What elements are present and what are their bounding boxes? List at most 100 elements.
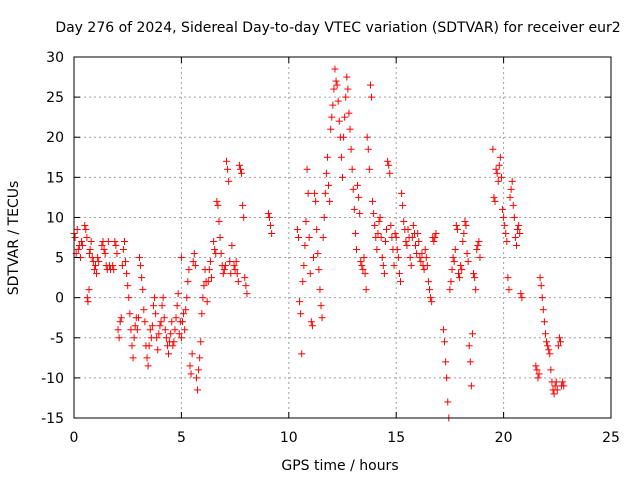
data-point bbox=[192, 374, 200, 382]
data-point bbox=[87, 238, 95, 246]
data-point bbox=[541, 330, 549, 338]
data-point bbox=[326, 197, 334, 205]
data-point bbox=[175, 330, 183, 338]
data-point bbox=[453, 225, 461, 233]
data-point bbox=[230, 262, 238, 270]
data-point bbox=[71, 234, 79, 241]
data-point bbox=[152, 310, 160, 318]
data-point bbox=[174, 290, 182, 298]
data-point bbox=[196, 354, 204, 362]
chart-title: Day 276 of 2024, Sidereal Day-to-day VTE… bbox=[55, 20, 620, 36]
data-point bbox=[339, 173, 346, 181]
data-point bbox=[223, 157, 231, 165]
data-point bbox=[501, 221, 509, 229]
data-point bbox=[94, 254, 102, 262]
data-point bbox=[123, 270, 131, 278]
data-point bbox=[138, 274, 146, 282]
data-point bbox=[139, 286, 147, 294]
data-point bbox=[371, 221, 379, 229]
y-tick-label: 0 bbox=[55, 291, 64, 307]
data-point bbox=[518, 294, 526, 302]
data-point bbox=[101, 250, 109, 258]
grid-lines bbox=[74, 57, 611, 418]
data-point bbox=[298, 350, 306, 358]
data-point bbox=[424, 278, 432, 286]
data-point bbox=[489, 145, 497, 153]
data-point bbox=[547, 366, 555, 374]
data-point bbox=[177, 334, 185, 342]
data-point bbox=[188, 350, 196, 358]
data-point bbox=[310, 254, 318, 262]
data-point bbox=[302, 217, 310, 225]
data-point bbox=[116, 318, 124, 326]
data-point bbox=[533, 366, 541, 374]
data-point bbox=[264, 209, 272, 217]
data-point bbox=[321, 189, 329, 197]
data-point bbox=[161, 326, 169, 334]
data-point bbox=[430, 238, 438, 246]
data-point bbox=[204, 278, 212, 286]
data-point bbox=[170, 338, 178, 346]
data-point bbox=[74, 246, 82, 254]
data-point bbox=[215, 217, 223, 225]
data-point bbox=[402, 238, 410, 246]
data-point bbox=[444, 398, 452, 406]
data-point bbox=[340, 133, 348, 141]
data-point bbox=[330, 85, 338, 93]
data-point bbox=[499, 205, 507, 213]
data-point bbox=[226, 258, 234, 266]
data-point bbox=[399, 201, 407, 209]
data-point bbox=[471, 274, 479, 282]
data-point bbox=[301, 242, 309, 250]
data-point bbox=[415, 238, 423, 246]
data-point bbox=[120, 238, 128, 246]
data-point bbox=[404, 225, 412, 233]
data-point bbox=[553, 386, 561, 394]
data-point bbox=[474, 242, 482, 250]
data-point bbox=[497, 173, 505, 181]
data-point bbox=[463, 250, 471, 258]
x-tick-label: 20 bbox=[495, 430, 513, 446]
data-point bbox=[216, 234, 224, 241]
data-point bbox=[345, 109, 353, 117]
data-point bbox=[214, 201, 222, 209]
data-point bbox=[236, 165, 244, 173]
data-point bbox=[205, 266, 213, 274]
data-point bbox=[325, 181, 333, 189]
data-point bbox=[476, 254, 484, 262]
data-point bbox=[458, 266, 466, 274]
data-point bbox=[327, 125, 335, 133]
data-point bbox=[377, 234, 385, 241]
x-tick-label: 15 bbox=[387, 430, 405, 446]
data-point bbox=[439, 326, 447, 334]
data-point bbox=[168, 318, 176, 326]
data-point bbox=[304, 189, 312, 197]
data-point bbox=[306, 270, 314, 278]
data-point bbox=[111, 238, 119, 246]
data-point bbox=[349, 185, 357, 193]
data-point bbox=[231, 266, 239, 274]
data-point bbox=[535, 370, 543, 378]
data-point bbox=[456, 274, 464, 282]
data-point bbox=[186, 362, 194, 370]
data-point bbox=[457, 262, 465, 270]
data-point bbox=[460, 229, 468, 237]
data-point bbox=[119, 246, 127, 254]
data-point bbox=[365, 165, 373, 173]
data-point bbox=[392, 234, 400, 241]
y-tick-label: 25 bbox=[46, 90, 64, 106]
data-point bbox=[308, 322, 316, 330]
data-point bbox=[467, 382, 475, 390]
data-point bbox=[333, 81, 341, 89]
data-point bbox=[492, 165, 500, 173]
data-point bbox=[149, 302, 157, 310]
data-point bbox=[93, 270, 101, 278]
data-point bbox=[104, 238, 112, 246]
data-point bbox=[84, 298, 92, 306]
data-point bbox=[173, 302, 181, 310]
data-point bbox=[300, 262, 308, 270]
data-point bbox=[155, 330, 163, 338]
data-point bbox=[156, 322, 164, 330]
data-point bbox=[351, 229, 359, 237]
